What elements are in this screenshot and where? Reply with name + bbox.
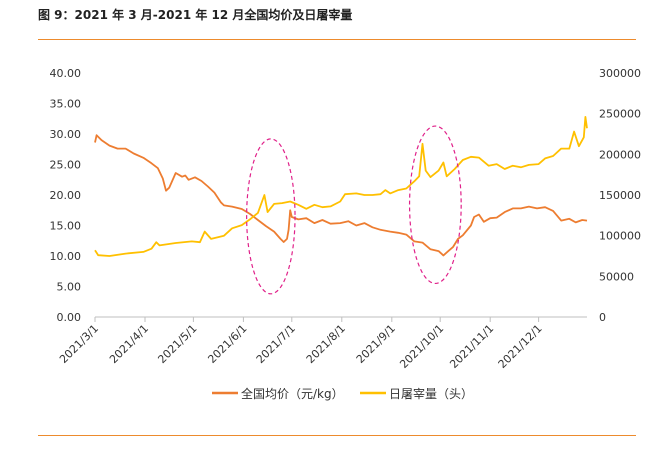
left-tick-label: 35.00 (50, 98, 82, 111)
x-tick-label: 2021/12/1 (496, 322, 545, 371)
left-tick-label: 10.00 (50, 250, 82, 263)
slaughter-line (94, 116, 588, 257)
right-tick-label: 250000 (599, 108, 641, 121)
figure-title: 图 9：2021 年 3 月-2021 年 12 月全国均价及日屠宰量 (38, 8, 353, 22)
right-tick-label: 100000 (599, 230, 641, 243)
left-y-axis: 0.00 5.00 10.00 15.00 20.00 25.00 30.00 35.00 40… (50, 67, 82, 324)
x-tick-label: 2021/10/1 (397, 322, 446, 371)
legend: 全国均价（元/kg） 日屠宰量（头） (212, 386, 473, 401)
left-tick-label: 40.00 (50, 67, 82, 80)
right-y-axis: 0 50000 100000 150000 200000 250000 300000 (599, 67, 641, 324)
right-tick-label: 300000 (599, 67, 641, 80)
right-tick-label: 0 (599, 311, 606, 324)
series-layer (94, 116, 588, 257)
x-tick-label: 2021/8/1 (304, 322, 348, 366)
legend-slaughter-label: 日屠宰量（头） (389, 386, 473, 401)
left-tick-label: 5.00 (57, 281, 82, 294)
price-line (94, 134, 588, 257)
left-tick-label: 0.00 (57, 311, 82, 324)
x-axis: 2021/3/1 2021/4/1 2021/5/1 2021/6/1 2021/7/1… (57, 316, 587, 371)
x-tick-label: 2021/6/1 (205, 322, 249, 366)
x-tick-label: 2021/5/1 (155, 322, 199, 366)
x-tick-label: 2021/9/1 (354, 322, 398, 366)
top-rule (38, 39, 636, 40)
left-tick-label: 20.00 (50, 189, 82, 202)
legend-price-label: 全国均价（元/kg） (241, 386, 344, 401)
right-tick-label: 50000 (599, 270, 634, 283)
highlight-layer (246, 125, 462, 295)
x-tick-label: 2021/4/1 (107, 322, 151, 366)
right-tick-label: 150000 (599, 189, 641, 202)
x-tick-label: 2021/3/1 (57, 322, 101, 366)
left-tick-label: 25.00 (50, 159, 82, 172)
left-tick-label: 15.00 (50, 220, 82, 233)
bottom-rule (38, 435, 636, 436)
highlight-ellipse (246, 138, 296, 295)
x-tick-label: 2021/11/1 (447, 322, 496, 371)
left-tick-label: 30.00 (50, 128, 82, 141)
highlight-ellipse (408, 125, 462, 285)
right-tick-label: 200000 (599, 148, 641, 161)
x-tick-label: 2021/7/1 (254, 322, 298, 366)
